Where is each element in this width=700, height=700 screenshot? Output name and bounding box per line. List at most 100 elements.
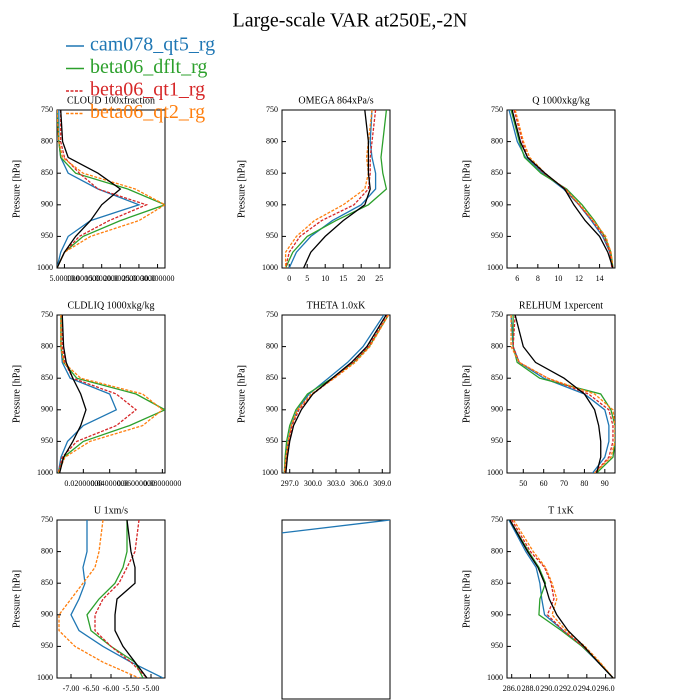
x-tick-label: 90 [601,479,609,488]
y-tick-label: 950 [491,641,503,650]
panel-title: RELHUM 1xpercent [519,300,603,311]
x-tick-label: -5.50 [123,684,140,693]
y-tick-label: 1000 [262,468,278,477]
x-tick-label: 0.06000000 [117,479,155,488]
x-tick-label: 300.0 [304,479,322,488]
plot-frame [56,519,166,679]
x-tick-label: 14 [596,274,604,283]
x-tick-label: 309.0 [373,479,391,488]
x-tick-label: 5.000000 [49,274,79,283]
y-tick-label: 800 [491,136,503,145]
profile-line [510,110,614,268]
profile-line [57,110,165,268]
y-axis-label: Pressure [hPa] [236,365,247,423]
profile-line [57,315,118,473]
y-tick-label: 800 [41,136,53,145]
profile-line [57,315,165,473]
x-tick-label: 306.0 [350,479,368,488]
x-tick-label: 0.04000000 [91,479,129,488]
y-tick-label: 850 [41,578,53,587]
panel: U 1xm/s Pressure [hPa] 750 800 850 900 950 1000… [11,505,166,693]
y-tick-label: 1000 [487,673,503,682]
legend-label: beta06_dflt_rg [90,56,207,78]
profile-line [282,520,390,534]
y-axis-label: Pressure [hPa] [461,570,472,628]
y-tick-label: 750 [41,105,53,114]
profile-line [57,110,149,268]
y-axis-label: Pressure [hPa] [461,365,472,423]
y-tick-label: 900 [491,610,503,619]
y-tick-label: 750 [491,105,503,114]
y-tick-label: 750 [491,515,503,524]
y-tick-label: 850 [491,168,503,177]
profile-line [283,315,390,473]
y-tick-label: 1000 [37,263,53,272]
profile-line [510,315,615,473]
y-tick-label: 900 [41,405,53,414]
x-tick-label: 30.000000 [141,274,175,283]
plot-frame [56,109,166,269]
profile-line [513,520,614,678]
profile-line [57,110,122,268]
y-tick-label: 800 [41,341,53,350]
x-tick-label: 5 [305,274,309,283]
panel: Q 1000xkg/kg Pressure [hPa] 750 800 850 900 95… [461,95,616,283]
profile-line [512,315,614,473]
x-tick-label: 8 [536,274,540,283]
x-tick-label: 288.0 [521,684,539,693]
x-tick-label: 0.02000000 [64,479,102,488]
x-tick-label: -7.00 [63,684,80,693]
x-tick-label: 294.0 [578,684,596,693]
x-tick-label: 15 [339,274,347,283]
legend-label: beta06_qt1_rg [90,79,205,101]
profile-line [303,110,371,268]
profile-line [510,315,610,473]
panel: THETA 1.0xK Pressure [hPa] 750 800 850 900 950… [236,300,391,488]
x-tick-label: 297.0 [281,479,299,488]
profile-line [513,110,613,268]
y-tick-label: 800 [41,546,53,555]
profile-line [512,315,615,473]
profile-line [86,520,144,678]
profile-line [284,110,377,268]
x-tick-label: 303.0 [327,479,345,488]
panel-title: OMEGA 864xPa/s [298,95,373,106]
y-tick-label: 900 [491,200,503,209]
y-tick-label: 850 [491,373,503,382]
x-tick-label: -6.50 [83,684,100,693]
x-tick-label: 10.000000 [66,274,100,283]
y-tick-label: 900 [266,405,278,414]
y-tick-label: 950 [491,436,503,445]
y-tick-label: 900 [266,200,278,209]
y-tick-label: 750 [41,515,53,524]
y-tick-label: 750 [491,310,503,319]
panel [281,519,391,700]
panel-title: CLOUD 100xfraction [67,95,155,106]
y-tick-label: 900 [491,405,503,414]
y-tick-label: 950 [266,231,278,240]
y-tick-label: 850 [491,578,503,587]
profile-line [284,110,373,268]
y-tick-label: 750 [266,105,278,114]
profile-line [114,520,148,678]
x-tick-label: 15.000000 [85,274,119,283]
profile-line [285,110,388,268]
x-tick-label: 25.000000 [122,274,156,283]
y-tick-label: 800 [266,341,278,350]
y-tick-label: 1000 [37,673,53,682]
x-tick-label: 80 [580,479,588,488]
legend-label: cam078_qt5_rg [90,34,215,56]
plot-frame [281,109,391,269]
x-tick-label: 0 [287,274,291,283]
profile-line [508,110,613,268]
x-tick-label: 10 [554,274,562,283]
plot-frame [281,519,391,700]
panel-title: CLDLIQ 1000xkg/kg [68,300,155,311]
panel-title: Q 1000xkg/kg [532,95,590,106]
y-tick-label: 950 [41,641,53,650]
profile-line [58,520,140,678]
x-tick-label: 20 [357,274,365,283]
x-tick-label: 296.0 [597,684,615,693]
panel: OMEGA 864xPa/s Pressure [hPa] 750 800 850 900… [236,95,391,283]
